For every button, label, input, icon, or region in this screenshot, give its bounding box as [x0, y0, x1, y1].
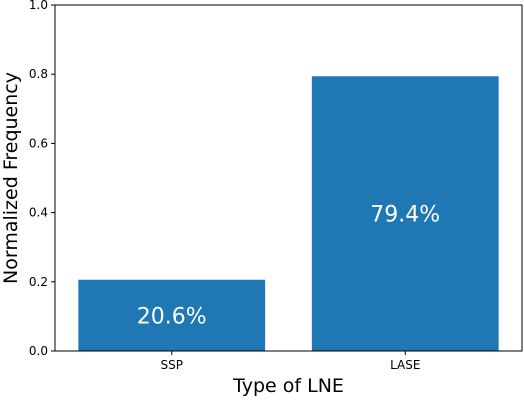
bar-value-label-ssp: 20.6% — [137, 304, 207, 329]
y-tick-label: 0.8 — [29, 67, 48, 81]
bar-value-label-lase: 79.4% — [370, 203, 440, 228]
y-axis-label: Normalized Frequency — [0, 72, 22, 284]
y-tick-label: 1.0 — [29, 0, 48, 12]
y-tick-label: 0.4 — [29, 206, 48, 220]
plot-frame — [54, 4, 523, 352]
bars-layer — [78, 76, 499, 351]
y-tick-label: 0.2 — [29, 275, 48, 289]
bar-labels-layer: 20.6% 79.4% — [137, 203, 440, 330]
bar-ssp — [78, 279, 266, 351]
y-tick-label: 0.0 — [29, 344, 48, 358]
x-tick-label: SSP — [161, 358, 183, 372]
x-axis-label: Type of LNE — [232, 375, 344, 397]
y-tick-label: 0.6 — [29, 136, 48, 150]
x-tick-label: LASE — [390, 358, 420, 372]
ticks-layer: SSP LASE 0.0 0.2 0.4 0.6 0.8 1.0 — [29, 0, 421, 372]
bar-lase — [311, 76, 499, 351]
